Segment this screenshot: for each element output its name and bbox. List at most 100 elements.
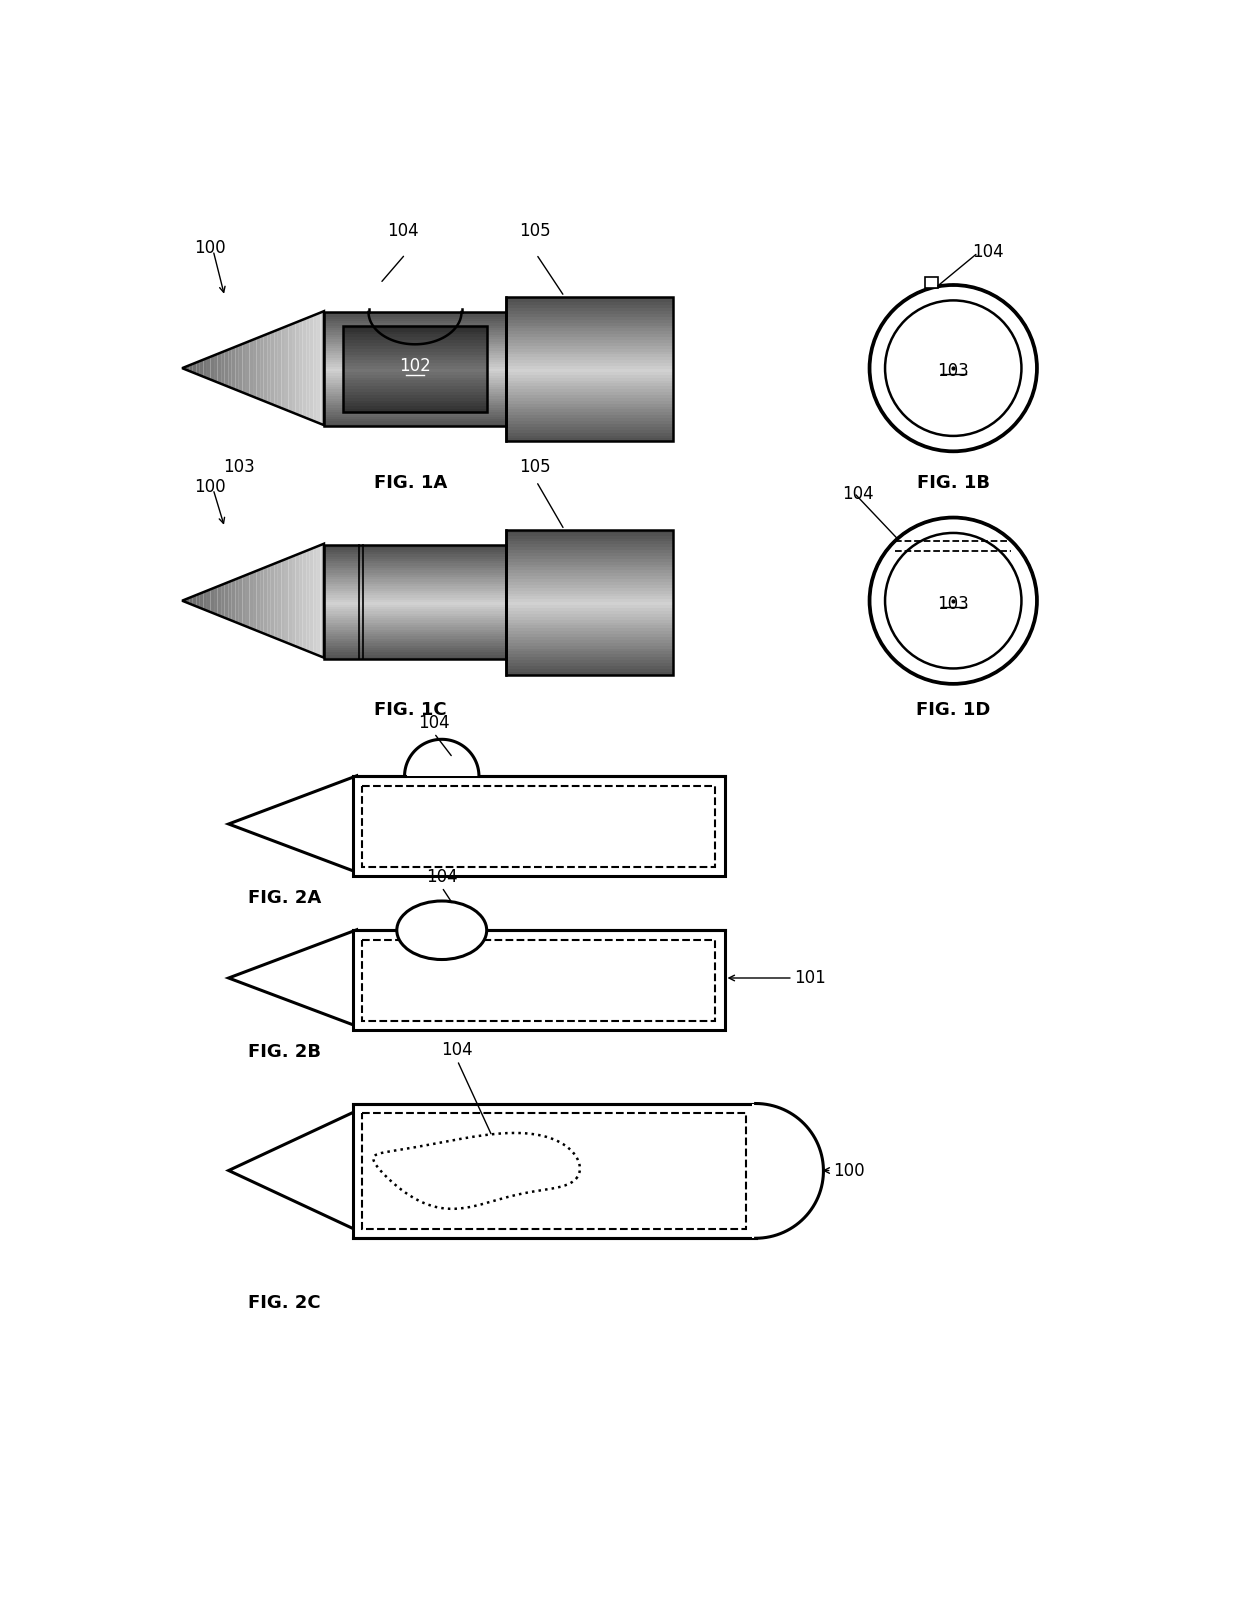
Polygon shape xyxy=(320,311,324,425)
Polygon shape xyxy=(324,374,506,376)
Polygon shape xyxy=(506,640,672,642)
Polygon shape xyxy=(324,616,506,618)
Polygon shape xyxy=(506,363,672,366)
Polygon shape xyxy=(324,656,506,660)
Polygon shape xyxy=(246,573,249,628)
Polygon shape xyxy=(324,409,506,412)
Polygon shape xyxy=(270,331,274,404)
Polygon shape xyxy=(506,395,672,398)
Text: FIG. 1B: FIG. 1B xyxy=(916,473,990,491)
Polygon shape xyxy=(506,660,672,663)
Polygon shape xyxy=(506,355,672,358)
Polygon shape xyxy=(228,1111,357,1229)
Bar xyxy=(362,939,715,1021)
Polygon shape xyxy=(324,321,506,323)
Polygon shape xyxy=(506,380,672,384)
Polygon shape xyxy=(506,360,672,363)
Polygon shape xyxy=(506,669,672,672)
Polygon shape xyxy=(324,360,506,363)
Text: 102: 102 xyxy=(399,356,430,376)
Polygon shape xyxy=(324,578,506,579)
Polygon shape xyxy=(228,581,232,621)
Polygon shape xyxy=(506,372,672,374)
Polygon shape xyxy=(506,351,672,355)
Polygon shape xyxy=(324,567,506,568)
Text: 104: 104 xyxy=(441,1042,474,1059)
Polygon shape xyxy=(324,393,506,396)
Polygon shape xyxy=(324,342,506,343)
Bar xyxy=(362,1112,746,1229)
Polygon shape xyxy=(506,587,672,591)
Text: 100: 100 xyxy=(193,239,226,257)
Polygon shape xyxy=(343,388,486,392)
Polygon shape xyxy=(506,620,672,623)
Polygon shape xyxy=(239,343,242,392)
Polygon shape xyxy=(324,316,506,319)
Polygon shape xyxy=(506,559,672,562)
Polygon shape xyxy=(190,597,192,605)
Polygon shape xyxy=(264,567,268,636)
Polygon shape xyxy=(506,369,672,372)
Polygon shape xyxy=(506,412,672,416)
Bar xyxy=(352,1104,755,1239)
Polygon shape xyxy=(506,616,672,620)
Polygon shape xyxy=(506,642,672,645)
Text: 104: 104 xyxy=(842,485,874,504)
Polygon shape xyxy=(224,350,228,387)
Polygon shape xyxy=(246,342,249,395)
Polygon shape xyxy=(506,648,672,652)
Polygon shape xyxy=(324,632,506,634)
Bar xyxy=(352,777,724,876)
Circle shape xyxy=(869,517,1037,684)
Polygon shape xyxy=(324,562,506,563)
Polygon shape xyxy=(343,374,486,377)
Polygon shape xyxy=(200,360,203,377)
Text: 100: 100 xyxy=(193,478,226,496)
Polygon shape xyxy=(260,568,264,634)
Polygon shape xyxy=(324,351,506,353)
Polygon shape xyxy=(306,549,310,652)
Polygon shape xyxy=(324,401,506,403)
Bar xyxy=(925,278,937,287)
Polygon shape xyxy=(343,332,486,334)
Polygon shape xyxy=(285,559,289,644)
Polygon shape xyxy=(257,337,260,400)
Polygon shape xyxy=(506,387,672,388)
Polygon shape xyxy=(324,547,506,551)
Polygon shape xyxy=(324,353,506,355)
Polygon shape xyxy=(506,331,672,334)
Bar xyxy=(324,311,506,425)
Polygon shape xyxy=(221,584,224,618)
Polygon shape xyxy=(506,576,672,579)
Polygon shape xyxy=(228,348,232,388)
Polygon shape xyxy=(343,384,486,387)
Polygon shape xyxy=(343,334,486,337)
Polygon shape xyxy=(324,595,506,597)
Polygon shape xyxy=(506,326,672,329)
Polygon shape xyxy=(268,332,270,404)
Text: 103: 103 xyxy=(223,459,255,477)
Text: 105: 105 xyxy=(518,457,551,477)
Polygon shape xyxy=(182,366,186,369)
Polygon shape xyxy=(506,608,672,612)
Polygon shape xyxy=(506,377,672,380)
Polygon shape xyxy=(343,340,486,343)
Polygon shape xyxy=(274,562,278,639)
Bar xyxy=(404,740,479,777)
Polygon shape xyxy=(343,363,486,366)
Polygon shape xyxy=(192,363,196,374)
Polygon shape xyxy=(303,318,306,417)
Polygon shape xyxy=(242,342,246,393)
Polygon shape xyxy=(506,424,672,427)
Polygon shape xyxy=(324,655,506,656)
Polygon shape xyxy=(343,347,486,348)
Text: FIG. 2A: FIG. 2A xyxy=(248,889,321,907)
Polygon shape xyxy=(253,339,257,398)
Polygon shape xyxy=(239,576,242,624)
Polygon shape xyxy=(303,551,306,650)
Polygon shape xyxy=(217,353,221,384)
Polygon shape xyxy=(343,329,486,332)
Polygon shape xyxy=(506,631,672,634)
Polygon shape xyxy=(224,583,228,620)
Polygon shape xyxy=(343,355,486,358)
